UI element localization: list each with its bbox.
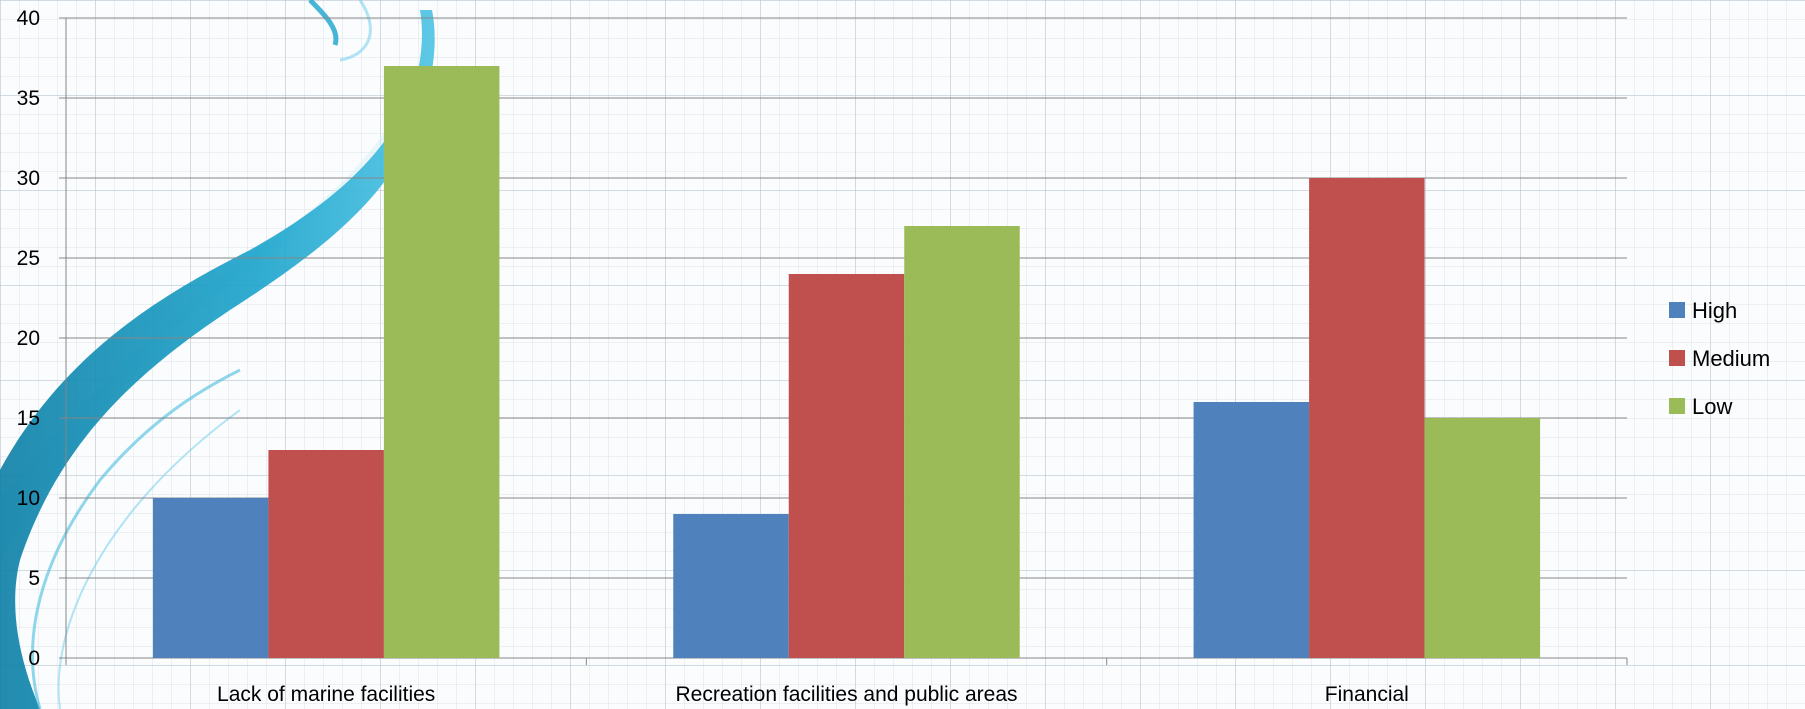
x-category-label: Financial bbox=[1325, 683, 1409, 706]
bars bbox=[152, 66, 1541, 658]
y-tick-label: 20 bbox=[17, 327, 40, 350]
legend-label: Medium bbox=[1692, 346, 1770, 371]
y-tick-label: 5 bbox=[28, 567, 40, 590]
legend: High Medium Low bbox=[1669, 298, 1770, 419]
legend-label: High bbox=[1692, 298, 1737, 323]
bar-medium bbox=[788, 274, 905, 658]
y-tick-label: 15 bbox=[17, 407, 40, 430]
bar-low bbox=[383, 66, 500, 658]
bar-high bbox=[152, 498, 269, 658]
decorative-swoosh bbox=[0, 0, 435, 709]
bar-medium bbox=[1309, 178, 1425, 658]
x-category-labels: Lack of marine facilities Recreation faci… bbox=[217, 683, 1409, 706]
bar-medium bbox=[268, 450, 384, 658]
x-category-label: Lack of marine facilities bbox=[217, 683, 435, 706]
y-tick-label: 30 bbox=[17, 167, 40, 190]
y-tick-label: 10 bbox=[17, 487, 40, 510]
y-tick-labels: 0 5 10 15 20 25 30 35 40 bbox=[17, 7, 40, 670]
bar-high bbox=[1193, 402, 1310, 658]
y-tick-label: 25 bbox=[17, 247, 40, 270]
bar-high bbox=[673, 514, 789, 658]
bar-low bbox=[904, 226, 1020, 658]
legend-swatch-low bbox=[1669, 398, 1685, 414]
legend-swatch-medium bbox=[1669, 350, 1685, 366]
x-category-label: Recreation facilities and public areas bbox=[675, 683, 1017, 706]
y-tick-label: 35 bbox=[17, 87, 40, 110]
bar-low bbox=[1424, 418, 1541, 658]
legend-swatch-high bbox=[1669, 302, 1685, 318]
legend-label: Low bbox=[1692, 394, 1732, 419]
y-tick-label: 0 bbox=[28, 647, 40, 670]
y-tick-label: 40 bbox=[17, 7, 40, 30]
